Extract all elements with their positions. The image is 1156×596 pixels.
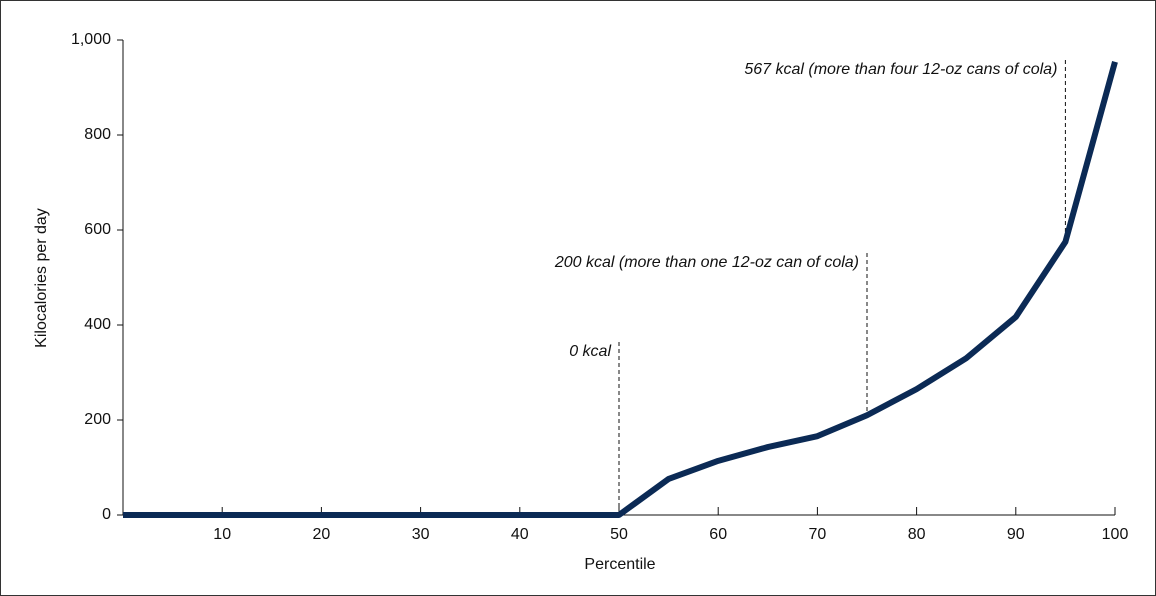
x-tick-label: 60 <box>709 526 727 543</box>
annotation: 200 kcal (more than one 12-oz can of col… <box>554 254 859 271</box>
x-tick-label: 30 <box>412 526 430 543</box>
y-tick-label: 600 <box>84 221 111 238</box>
x-tick-label: 80 <box>908 526 926 543</box>
y-tick-label: 400 <box>84 316 111 333</box>
y-tick-label: 1,000 <box>71 31 111 48</box>
x-tick-label: 20 <box>313 526 331 543</box>
x-tick-label: 40 <box>511 526 529 543</box>
y-tick-label: 0 <box>102 506 111 523</box>
x-tick-label: 50 <box>610 526 628 543</box>
x-tick-label: 70 <box>809 526 827 543</box>
x-tick-label: 10 <box>213 526 231 543</box>
annotation: 567 kcal (more than four 12-oz cans of c… <box>744 61 1057 78</box>
annotation: 0 kcal <box>569 343 611 360</box>
y-tick-label: 200 <box>84 411 111 428</box>
data-line <box>123 61 1118 518</box>
x-tick-label: 100 <box>1102 526 1129 543</box>
y-tick-label: 800 <box>84 126 111 143</box>
x-tick-label: 90 <box>1007 526 1025 543</box>
x-axis-label: Percentile <box>584 556 655 573</box>
y-axis-label: Kilocalories per day <box>33 208 50 348</box>
